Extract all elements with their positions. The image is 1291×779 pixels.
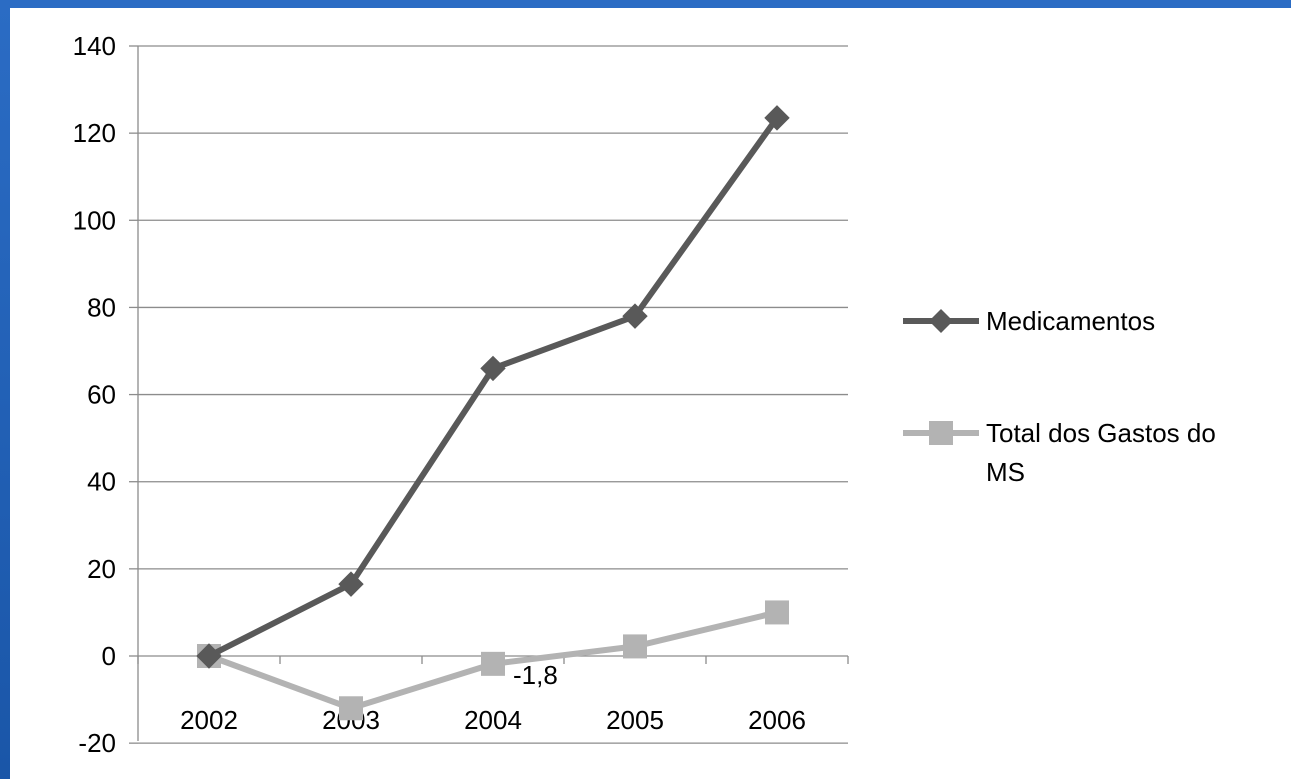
- y-tick-label: 100: [73, 205, 116, 235]
- x-tick-label: 2002: [180, 705, 238, 735]
- x-tick-label: 2005: [606, 705, 664, 735]
- legend-label: Total dos Gastos do MS: [986, 418, 1216, 487]
- series-point: [764, 105, 790, 131]
- data-labels: -1,8: [513, 660, 558, 690]
- y-tick-label: 0: [102, 641, 116, 671]
- y-tick-label: -20: [78, 728, 116, 758]
- y-tick-label: 80: [87, 292, 116, 322]
- series-point: [196, 643, 222, 669]
- series-point: [338, 571, 364, 597]
- legend-label: Medicamentos: [986, 306, 1155, 336]
- series-point: [339, 696, 363, 721]
- series-point: [480, 355, 506, 382]
- y-tick-label: 120: [73, 118, 116, 148]
- legend-marker: [929, 309, 953, 333]
- axes: [129, 45, 849, 744]
- x-tick-label: 2004: [464, 705, 522, 735]
- x-tick-label: 2006: [748, 705, 806, 735]
- legend: Medicamentos Total dos Gastos do MS: [903, 306, 1216, 487]
- series-line: [206, 114, 780, 659]
- x-axis-tick-labels: 20022003200420052006: [180, 705, 806, 735]
- grid-lines: [138, 45, 848, 744]
- y-tick-label: 60: [87, 380, 116, 410]
- y-tick-label: 40: [87, 467, 116, 497]
- series-point: [622, 303, 648, 329]
- y-tick-label: 20: [87, 554, 116, 584]
- series-point: [481, 651, 505, 676]
- y-tick-label: 140: [73, 31, 116, 61]
- data-label: -1,8: [513, 660, 558, 690]
- series-point: [765, 600, 789, 625]
- series-layer: [196, 105, 790, 721]
- legend-marker: [929, 421, 953, 445]
- y-axis-tick-labels: 140 120 100 80 60 40 20 0 -20: [73, 31, 116, 758]
- series-point: [623, 634, 647, 659]
